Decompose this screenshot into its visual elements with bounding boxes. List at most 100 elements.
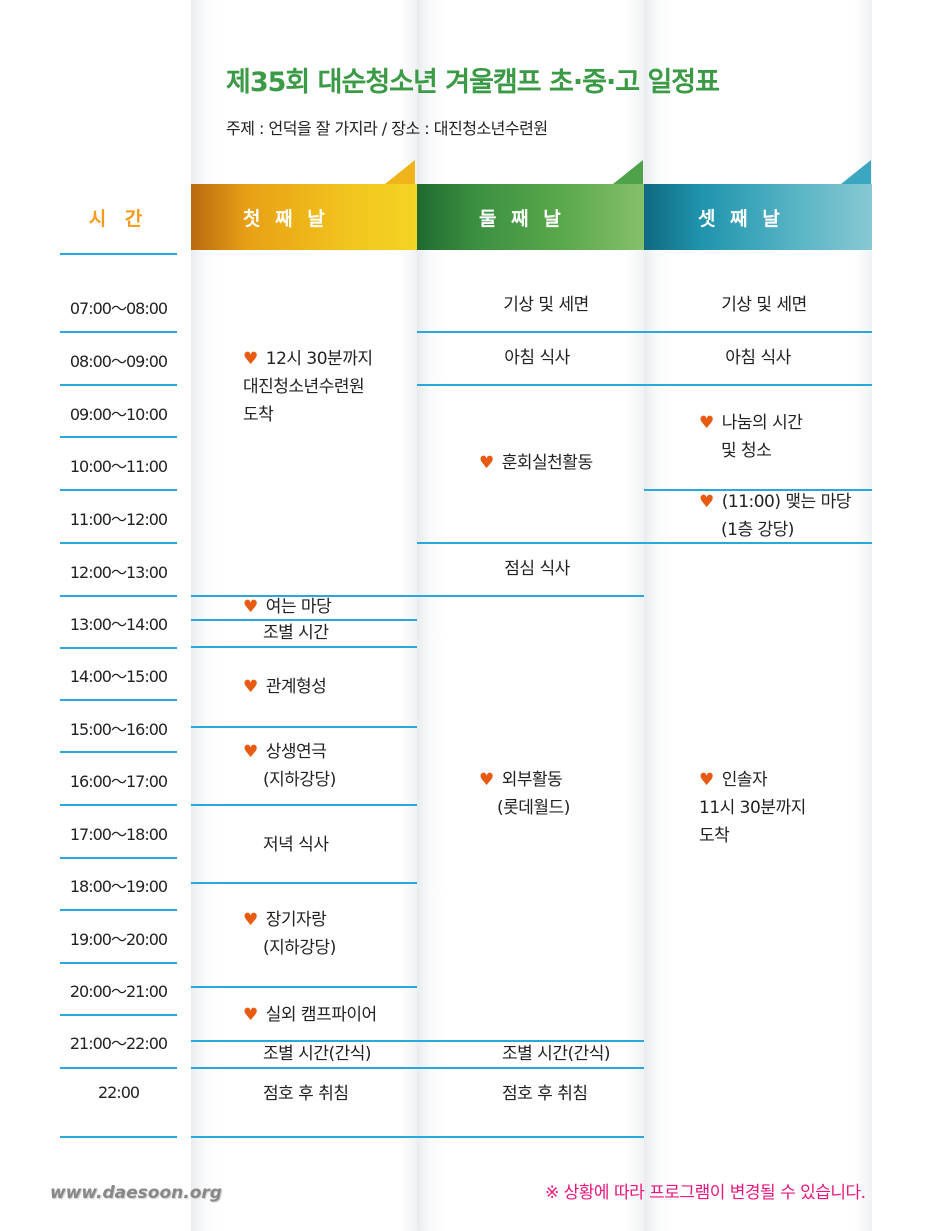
entry-text: (1층 강당) (721, 520, 794, 540)
time-slot: 08:00～09:00 (69, 352, 168, 371)
divider (417, 542, 872, 544)
divider (191, 595, 644, 597)
divider (191, 1040, 644, 1042)
time-slot: 07:00～08:00 (69, 299, 168, 318)
divider (60, 1014, 177, 1016)
entry-text: 및 청소 (721, 441, 772, 461)
heart-icon: ♥ (243, 597, 258, 617)
time-slot: 17:00～18:00 (69, 825, 168, 844)
day2-breakfast: 아침 식사 (504, 348, 570, 368)
time-slot: 20:00～21:00 (69, 982, 168, 1001)
entry-text: 인솔자 (721, 770, 768, 790)
entry-text: (지하강당) (263, 770, 336, 790)
time-slot: 22:00 (97, 1083, 140, 1102)
divider (60, 857, 177, 859)
divider (191, 882, 417, 884)
day1-dinner: 저녁 식사 (263, 835, 329, 855)
entry-text: (11:00) 맺는 마당 (721, 492, 852, 512)
divider (417, 331, 872, 333)
day3-corner (841, 160, 871, 184)
time-slot: 10:00～11:00 (69, 457, 168, 476)
heart-icon: ♥ (243, 742, 258, 762)
time-slot: 18:00～19:00 (69, 877, 168, 896)
divider (644, 489, 872, 491)
heart-icon: ♥ (243, 910, 258, 930)
day3-wake: 기상 및 세면 (721, 295, 807, 315)
heart-icon: ♥ (699, 413, 714, 433)
heart-icon: ♥ (479, 453, 494, 473)
entry-text: 대진청소년수련원 (243, 377, 365, 397)
website-url: www.daesoon.org (50, 1183, 222, 1203)
heart-icon: ♥ (243, 349, 258, 369)
divider (60, 542, 177, 544)
entry-text: 나눔의 시간 (721, 413, 803, 433)
heart-icon: ♥ (479, 770, 494, 790)
day1-rollcall: 점호 후 취침 (263, 1084, 349, 1104)
divider (417, 384, 872, 386)
day1-header: 첫 째 날 (191, 184, 417, 250)
day1-talent: ♥ 장기자랑 (지하강당) (243, 906, 336, 962)
entry-text: 장기자랑 (265, 910, 327, 930)
divider (60, 1067, 177, 1069)
day1-opening: ♥ 여는 마당 (243, 593, 332, 621)
page-title: 제35회 대순청소년 겨울캠프 초·중·고 일정표 (226, 67, 720, 98)
entry-text: 실외 캠프파이어 (265, 1005, 377, 1025)
divider (60, 384, 177, 386)
day2-wake: 기상 및 세면 (503, 295, 589, 315)
entry-text: 상생연극 (265, 742, 327, 762)
page-subtitle: 주제 : 언덕을 잘 가지라 / 장소 : 대진청소년수련원 (226, 119, 548, 138)
time-slot: 16:00～17:00 (69, 772, 168, 791)
day2-header: 둘 째 날 (417, 184, 644, 250)
change-notice: ※ 상황에 따라 프로그램이 변경될 수 있습니다. (545, 1183, 866, 1203)
day1-corner (385, 160, 415, 184)
day2-practice: ♥ 훈회실천활동 (479, 449, 593, 477)
divider (191, 646, 417, 648)
divider (60, 699, 177, 701)
time-slot: 09:00～10:00 (69, 405, 168, 424)
divider (60, 436, 177, 438)
divider (60, 647, 177, 649)
entry-text: (롯데월드) (497, 798, 570, 818)
entry-text: 11시 30분까지 (699, 798, 806, 818)
divider (191, 1067, 644, 1069)
day3-header: 셋 째 날 (644, 184, 872, 250)
divider (191, 1136, 644, 1138)
day2-corner (613, 160, 643, 184)
day1-play: ♥ 상생연극 (지하강당) (243, 738, 336, 794)
divider (60, 595, 177, 597)
time-slot: 14:00～15:00 (69, 667, 168, 686)
time-slot: 11:00～12:00 (69, 510, 168, 529)
entry-text: 훈회실천활동 (501, 453, 593, 473)
heart-icon: ♥ (243, 677, 258, 697)
entry-text: 12시 30분까지 (265, 349, 373, 369)
divider (60, 331, 177, 333)
divider (191, 986, 417, 988)
divider (191, 804, 417, 806)
divider (60, 804, 177, 806)
day1-relations: ♥ 관계형성 (243, 673, 327, 701)
time-slot: 12:00～13:00 (69, 563, 168, 582)
entry-text: 도착 (243, 405, 274, 425)
divider (60, 909, 177, 911)
time-slot: 21:00～22:00 (69, 1034, 168, 1053)
day2-outing: ♥ 외부활동 (롯데월드) (479, 766, 570, 822)
heart-icon: ♥ (699, 770, 714, 790)
day3-closing: ♥ (11:00) 맺는 마당 (1층 강당) (699, 488, 851, 544)
entry-text: 도착 (699, 826, 730, 846)
day3-breakfast: 아침 식사 (725, 348, 791, 368)
day2-lunch: 점심 식사 (504, 559, 570, 579)
day1-campfire: ♥ 실외 캠프파이어 (243, 1001, 377, 1029)
entry-text: (지하강당) (263, 938, 336, 958)
entry-text: 관계형성 (265, 677, 327, 697)
day1-arrival: ♥ 12시 30분까지 대진청소년수련원 도착 (243, 345, 373, 429)
day2-rollcall: 점호 후 취침 (502, 1084, 588, 1104)
time-slot: 13:00～14:00 (69, 615, 168, 634)
time-slot: 15:00～16:00 (69, 720, 168, 739)
divider (60, 751, 177, 753)
entry-text: 외부활동 (501, 770, 563, 790)
heart-icon: ♥ (699, 492, 714, 512)
divider (191, 726, 417, 728)
